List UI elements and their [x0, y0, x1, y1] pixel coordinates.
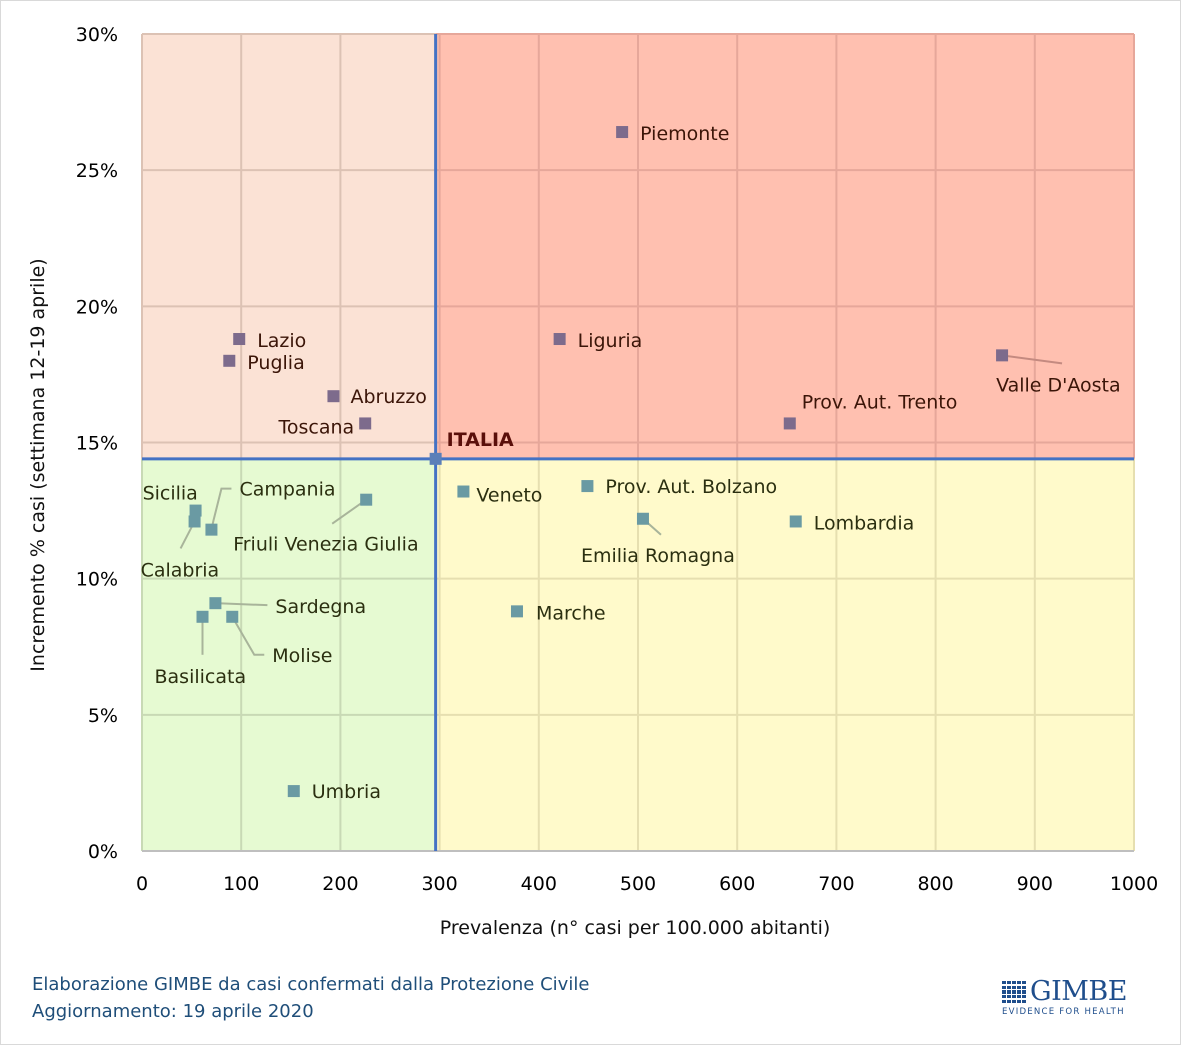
data-label: Friuli Venezia Giulia — [233, 534, 418, 556]
x-tick-label: 600 — [719, 873, 755, 895]
data-label: Campania — [239, 479, 335, 501]
data-point-marker — [553, 333, 566, 346]
data-point-marker — [196, 610, 209, 623]
x-tick-label: 900 — [1017, 873, 1053, 895]
y-tick-label: 5% — [88, 705, 118, 727]
y-tick-label: 0% — [88, 841, 118, 863]
data-point-marker — [616, 126, 629, 139]
footer-source: Elaborazione GIMBE da casi confermati da… — [32, 974, 590, 995]
data-label: Valle D'Aosta — [996, 374, 1121, 396]
quadrant-top-right — [435, 34, 1135, 459]
y-tick-label: 15% — [76, 433, 118, 455]
x-tick-label: 800 — [917, 873, 953, 895]
data-label: Liguria — [578, 330, 643, 352]
x-axis-ticks: 0 100 200 300 400 500 600 700 800 900 1000 — [136, 873, 1158, 895]
leader-line — [215, 602, 268, 607]
quadrant-bottom-right — [435, 458, 1135, 851]
data-label: Lombardia — [814, 512, 915, 534]
data-point-marker — [996, 349, 1009, 362]
data-label: Basilicata — [155, 666, 247, 688]
data-label: Sicilia — [143, 483, 198, 505]
data-point-marker — [209, 597, 222, 610]
data-point-marker — [287, 785, 300, 798]
data-labels: Piemonte Liguria Valle D'Aosta Prov. Aut. T… — [141, 123, 1121, 803]
x-axis-label: Prevalenza (n° casi per 100.000 abitanti… — [440, 917, 831, 939]
y-tick-label: 20% — [76, 296, 118, 318]
y-tick-label: 30% — [76, 24, 118, 46]
data-label: Umbria — [312, 781, 381, 803]
y-tick-label: 10% — [76, 569, 118, 591]
y-axis-ticks: 0% 5% 10% 15% 20% 25% 30% — [76, 24, 118, 863]
data-point-marker — [457, 485, 470, 498]
data-point-marker — [510, 605, 523, 618]
data-points — [188, 126, 1009, 798]
x-tick-label: 0 — [136, 873, 148, 895]
data-point-marker — [789, 515, 802, 528]
x-tick-label: 300 — [421, 873, 457, 895]
data-label: Prov. Aut. Trento — [802, 391, 958, 413]
logo-grid-icon — [1002, 981, 1026, 1003]
leader-line — [231, 616, 265, 656]
x-tick-label: 1000 — [1110, 873, 1158, 895]
gimbe-logo: GIMBE EVIDENCE FOR HEALTH — [1002, 976, 1132, 1018]
logo-name: GIMBE — [1030, 976, 1127, 1007]
footer-credits: Elaborazione GIMBE da casi confermati da… — [32, 971, 589, 1025]
data-point-marker — [189, 504, 202, 517]
data-label: Puglia — [247, 352, 304, 374]
x-tick-label: 100 — [223, 873, 259, 895]
data-label: Emilia Romagna — [581, 545, 735, 567]
quadrant-top-left — [142, 34, 436, 459]
data-point-marker — [188, 515, 201, 528]
data-label: Marche — [536, 602, 606, 624]
data-label: Calabria — [141, 559, 220, 581]
data-label: Toscana — [278, 416, 355, 438]
data-point-marker — [327, 390, 340, 403]
x-tick-label: 400 — [521, 873, 557, 895]
data-point-marker — [783, 417, 796, 430]
x-tick-label: 200 — [322, 873, 358, 895]
data-point-marker — [359, 417, 372, 430]
x-tick-label: 700 — [818, 873, 854, 895]
italia-point-marker — [429, 452, 442, 465]
data-label: Veneto — [476, 485, 542, 507]
data-label: Prov. Aut. Bolzano — [605, 476, 777, 498]
data-point-marker — [636, 512, 649, 525]
data-label: Sardegna — [275, 596, 366, 618]
data-label: Lazio — [257, 330, 306, 352]
italia-label: ITALIA — [447, 429, 514, 451]
logo-tagline: EVIDENCE FOR HEALTH — [1002, 1007, 1125, 1017]
y-axis-label: Incremento % casi (settimana 12-19 april… — [27, 258, 49, 671]
data-point-marker — [226, 610, 239, 623]
footer-update-date: Aggiornamento: 19 aprile 2020 — [32, 1001, 314, 1022]
data-label: Piemonte — [640, 123, 729, 145]
data-point-marker — [233, 333, 246, 346]
data-point-marker — [581, 480, 594, 493]
leader-line — [1001, 354, 1063, 365]
quadrant-backgrounds — [142, 34, 1135, 851]
scatter-chart: Piemonte Liguria Valle D'Aosta Prov. Aut. T… — [27, 24, 1158, 939]
x-tick-label: 500 — [620, 873, 656, 895]
data-label: Abruzzo — [350, 386, 426, 408]
reference-lines — [142, 34, 1134, 851]
y-tick-label: 25% — [76, 160, 118, 182]
data-label: Molise — [272, 645, 332, 667]
data-point-marker — [223, 354, 236, 367]
data-point-marker — [205, 523, 218, 536]
data-point-marker — [360, 493, 373, 506]
